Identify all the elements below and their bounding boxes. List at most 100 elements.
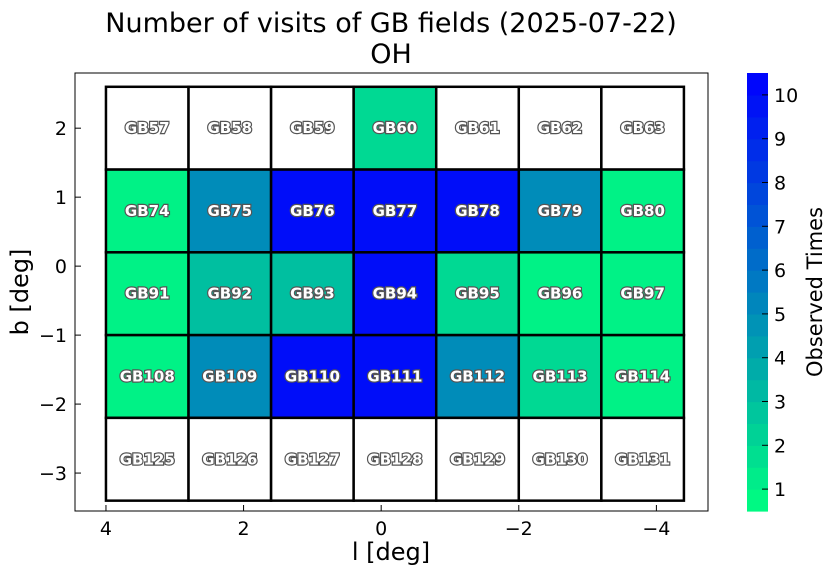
colorbar-ticks: 1 2 3 4 5 6 7 8 9 10: [762, 85, 798, 501]
y-tick-label: 0: [55, 256, 67, 278]
field-label: GB110: [285, 367, 340, 385]
colorbar-segment: [747, 335, 768, 359]
field-cell-gb62: [517, 85, 603, 171]
x-tick-label: −4: [642, 518, 670, 540]
field-cell-gb74: [104, 168, 190, 254]
field-label: GB109: [202, 367, 257, 385]
colorbar: [747, 73, 768, 512]
field-label: GB60: [373, 119, 418, 137]
plot-frame: [74, 72, 709, 512]
field-label: GB59: [290, 119, 335, 137]
y-axis-label: b [deg]: [6, 249, 34, 336]
field-label: GB62: [538, 119, 583, 137]
colorbar-segment: [747, 226, 768, 249]
colorbar-tick-label: 8: [774, 173, 786, 195]
field-label: GB113: [533, 367, 588, 385]
colorbar-segment: [747, 73, 768, 96]
colorbar-segment: [747, 270, 768, 293]
field-label: GB74: [125, 202, 170, 220]
colorbar-segment: [747, 204, 768, 227]
chart-subtitle: OH: [370, 39, 412, 70]
field-label: GB77: [373, 202, 418, 220]
field-cell-gb93: [269, 251, 355, 337]
colorbar-tick-label: 10: [774, 85, 798, 107]
colorbar-segment: [747, 467, 768, 490]
field-label: GB129: [450, 450, 505, 468]
colorbar-segment: [747, 401, 768, 424]
field-cell-gb131: [600, 416, 686, 502]
field-label: GB80: [620, 202, 665, 220]
field-cell-gb97: [600, 251, 686, 337]
field-label: GB95: [455, 285, 500, 303]
y-tick-label: 1: [55, 187, 67, 209]
field-label: GB130: [533, 450, 588, 468]
y-tick-label: −2: [39, 394, 67, 416]
colorbar-segment: [747, 423, 768, 446]
field-label: GB79: [538, 202, 583, 220]
x-axis-ticks: 4 2 0 −2 −4: [100, 505, 670, 540]
field-label: GB112: [450, 367, 505, 385]
colorbar-tick-label: 4: [774, 348, 786, 370]
x-tick-label: −2: [505, 518, 533, 540]
field-label: GB75: [207, 202, 252, 220]
field-label: GB97: [620, 285, 665, 303]
colorbar-segment: [747, 445, 768, 468]
field-cell-gb109: [187, 333, 273, 420]
field-cell-gb80: [600, 168, 686, 254]
x-tick-label: 4: [100, 518, 112, 540]
field-label: GB127: [285, 450, 340, 468]
field-cell-gb57: [104, 85, 190, 171]
colorbar-segment: [747, 379, 768, 403]
field-label: GB76: [290, 202, 335, 220]
field-cell-gb113: [517, 333, 603, 420]
x-tick-label: 0: [375, 518, 387, 540]
field-label: GB91: [125, 285, 170, 303]
y-tick-label: −1: [39, 325, 67, 347]
field-cell-gb76: [269, 168, 355, 254]
field-label: GB128: [367, 450, 422, 468]
field-label: GB94: [373, 285, 418, 303]
field-label: GB78: [455, 202, 500, 220]
colorbar-segment: [747, 116, 768, 140]
colorbar-tick-label: 7: [774, 216, 786, 238]
field-cell-gb127: [269, 416, 355, 502]
x-axis-label: l [deg]: [352, 538, 430, 566]
colorbar-segment: [747, 292, 768, 315]
field-label: GB114: [615, 367, 670, 385]
chart-title: Number of visits of GB fields (2025-07-2…: [105, 8, 676, 39]
colorbar-segment: [747, 160, 768, 184]
colorbar-tick-label: 6: [774, 260, 786, 282]
field-label: GB126: [202, 450, 257, 468]
field-cell-gb92: [187, 251, 273, 337]
y-axis-ticks: 2 1 0 −1 −2 −3: [39, 118, 81, 485]
colorbar-segment: [747, 357, 768, 381]
field-label: GB96: [538, 285, 583, 303]
colorbar-segment: [747, 94, 768, 118]
field-cell-gb130: [517, 416, 603, 502]
field-label: GB108: [120, 367, 175, 385]
field-cell-gb96: [517, 251, 603, 337]
colorbar-tick-label: 1: [774, 479, 786, 501]
field-cell-gb95: [434, 251, 521, 337]
colorbar-label: Observed Times: [803, 207, 827, 377]
field-label: GB57: [125, 119, 170, 137]
colorbar-segment: [747, 248, 768, 271]
field-cell-gb58: [187, 85, 273, 171]
field-label: GB125: [120, 450, 175, 468]
y-tick-label: 2: [55, 118, 67, 140]
colorbar-tick-label: 2: [774, 435, 786, 457]
field-label: GB131: [615, 450, 670, 468]
field-cell-gb108: [104, 333, 190, 420]
field-cell-gb125: [104, 416, 190, 502]
heatmap-cells: [104, 85, 686, 502]
colorbar-segment: [747, 313, 768, 337]
field-label: GB92: [207, 285, 252, 303]
colorbar-segment: [747, 138, 768, 162]
field-cell-gb78: [434, 168, 521, 254]
field-label: GB63: [620, 119, 665, 137]
field-label: GB93: [290, 285, 335, 303]
colorbar-segment: [747, 182, 768, 205]
heatmap-cell-labels: GB57 GB58 GB59 GB60 GB61 GB62 GB63 GB74 GB75 GB76…: [119, 118, 672, 469]
colorbar-tick-label: 5: [774, 304, 786, 326]
